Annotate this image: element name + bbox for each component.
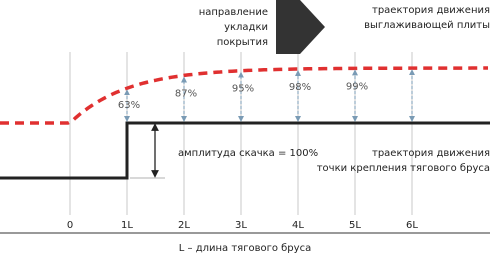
x-label: 3L [235,220,247,231]
bar-trajectory [0,121,490,180]
caption: L – длина тягового бруса [179,243,311,254]
x-label: 1L [121,220,133,231]
percentage: 87% [175,88,197,99]
x-label: 2L [178,220,190,231]
direction-label: укладки [224,22,268,33]
plate-label: выглаживающей плиты [364,20,490,31]
bar-label: точки крепления тягового бруса [317,163,490,174]
direction-label: покрытия [217,37,268,48]
direction-arrow [276,0,325,54]
x-label: 5L [349,220,361,231]
x-label: 6L [406,220,418,231]
x-label: 4L [292,220,304,231]
amplitude-label: амплитуда скачка = 100% [178,148,318,159]
percentage: 95% [232,84,254,95]
percentage: 99% [346,81,368,92]
x-label: 0 [67,220,73,231]
direction-label: направление [199,7,268,18]
percentage: 98% [289,82,311,93]
plate-trajectory [0,66,488,125]
plate-label: траектория движения [372,5,490,16]
percentage: 63% [118,100,140,111]
bar-label: траектория движения [372,148,490,159]
